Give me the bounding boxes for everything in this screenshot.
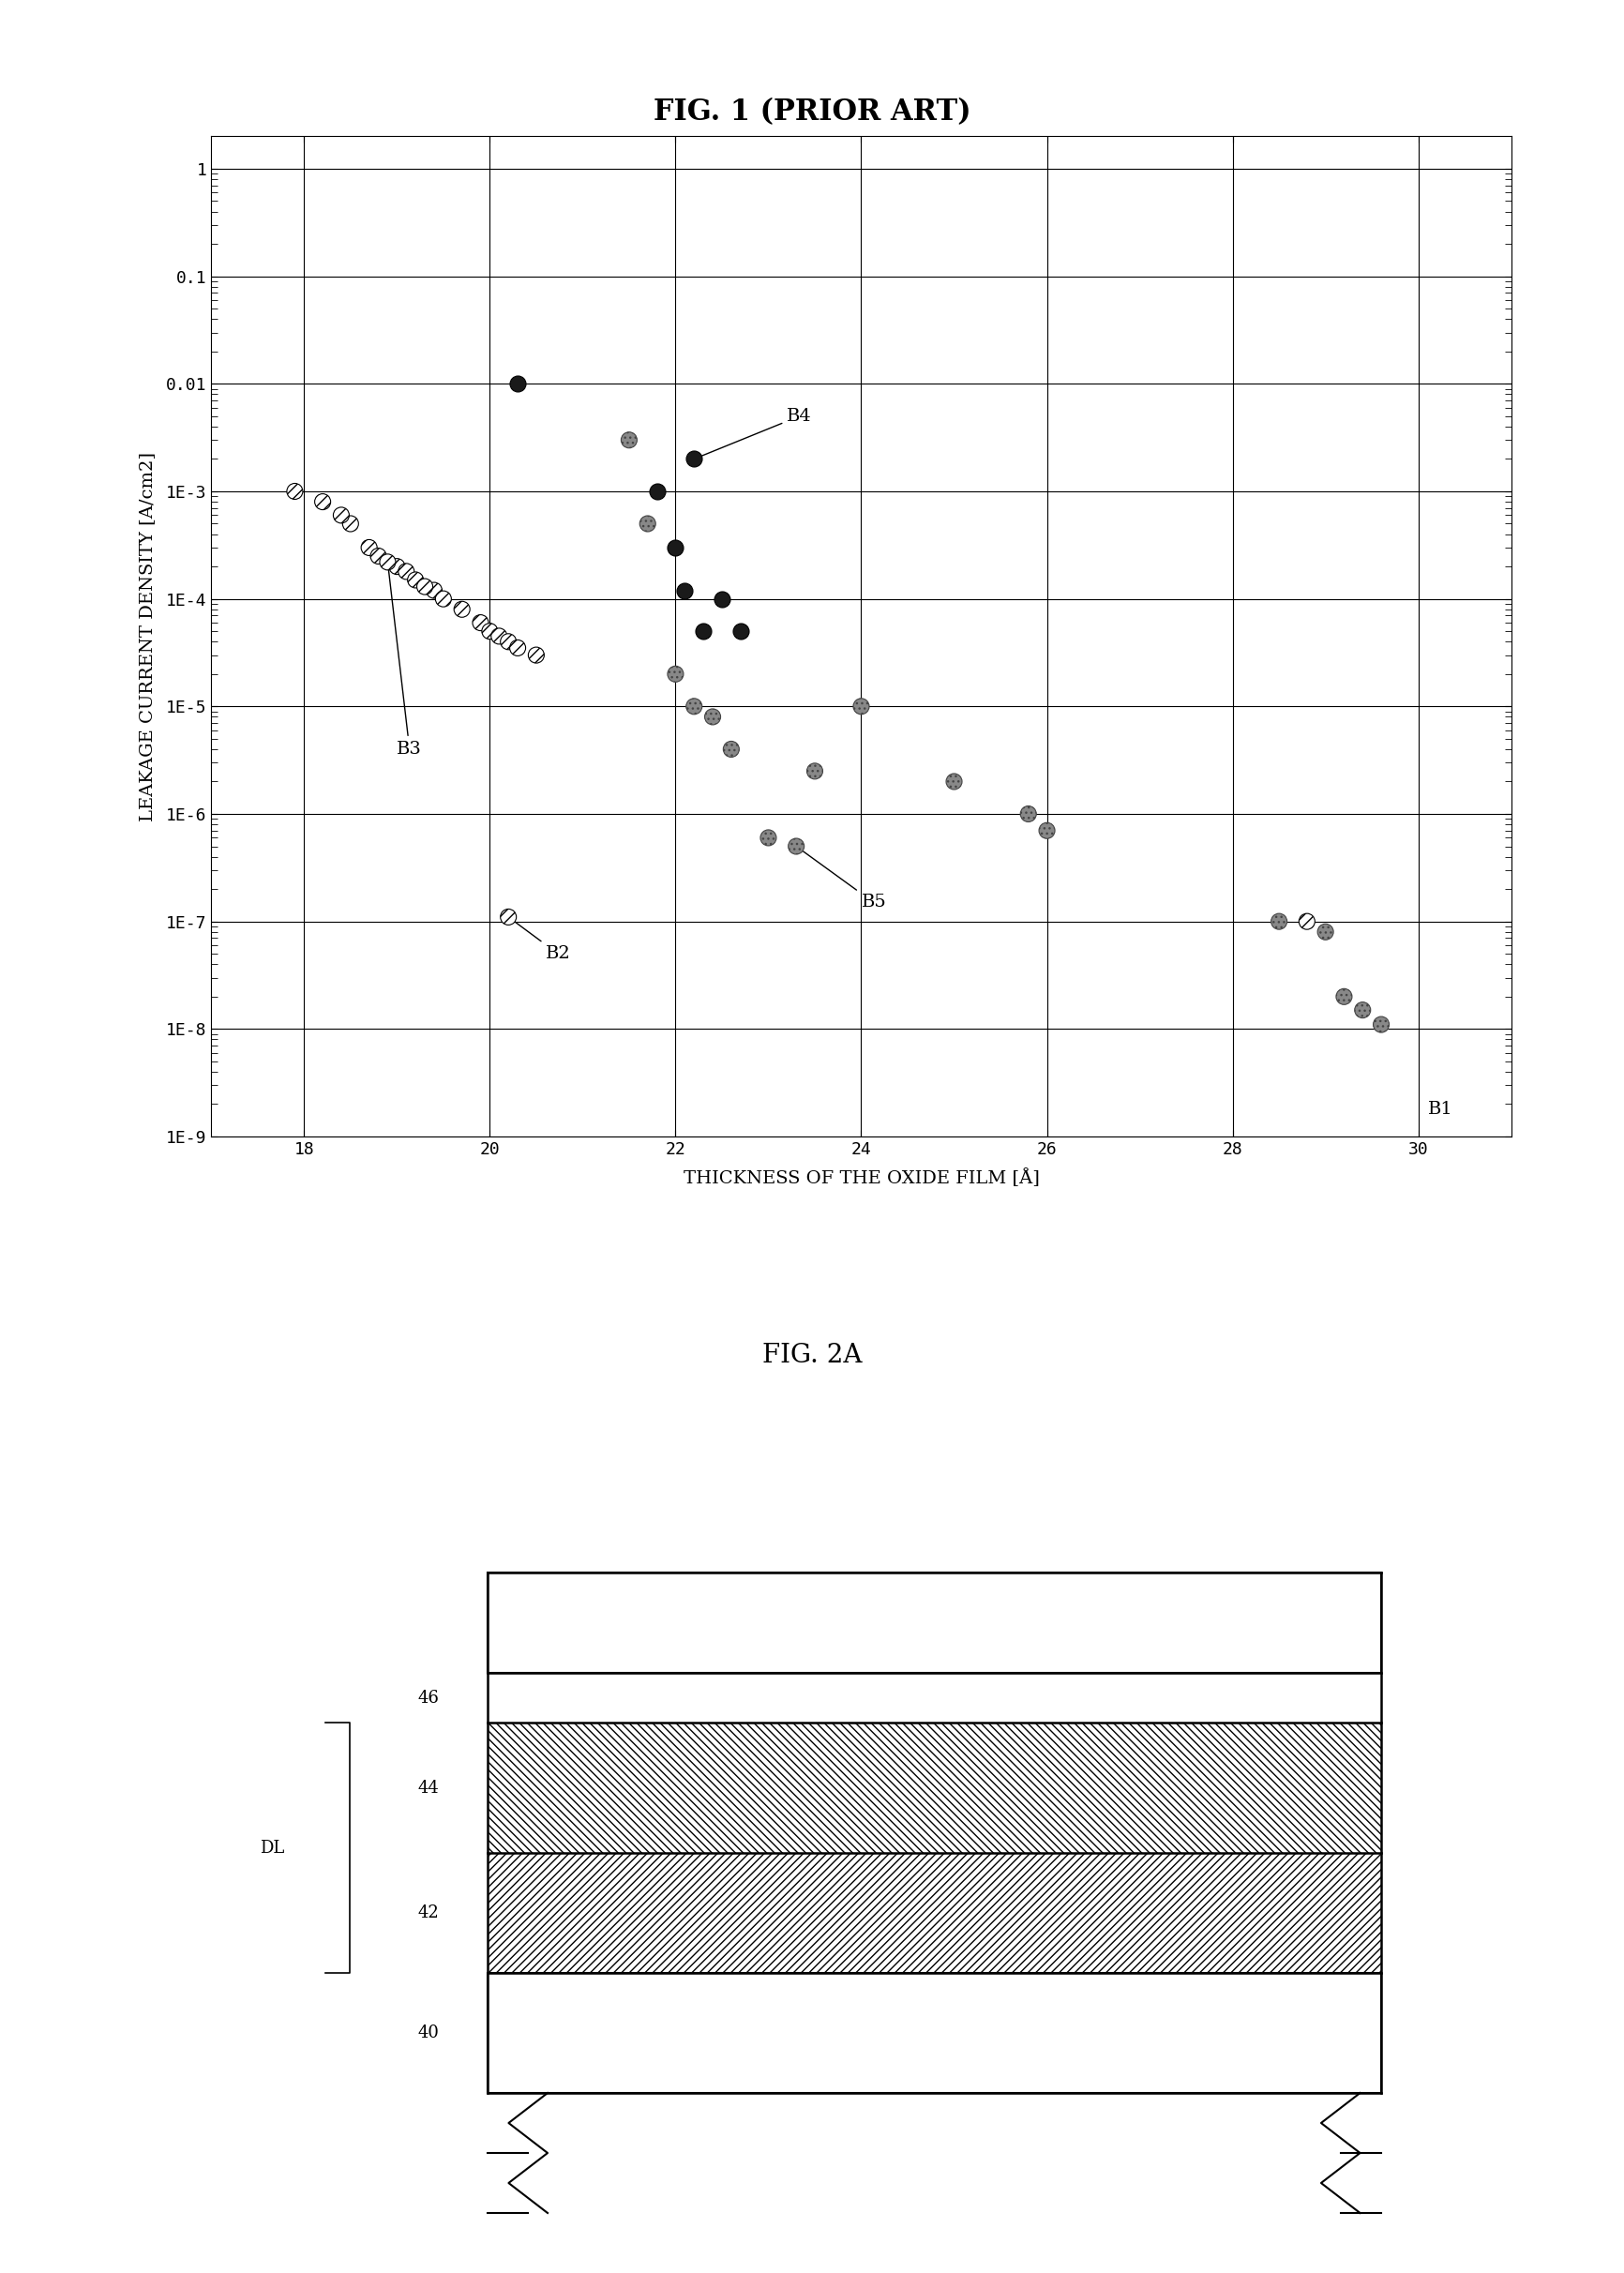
Point [663, 530, 689, 566]
Point [615, 423, 641, 459]
Point [848, 689, 874, 725]
Bar [487, 1973, 1380, 2093]
Point [486, 618, 512, 655]
Point [755, 821, 781, 857]
Point [448, 591, 474, 627]
Point [680, 689, 706, 725]
Point [1312, 914, 1338, 950]
Point [310, 484, 336, 521]
Point [421, 573, 447, 609]
Point [690, 614, 716, 650]
Point [1265, 902, 1291, 939]
Bar [487, 1723, 1380, 1852]
Text: FIG. 1 (PRIOR ART): FIG. 1 (PRIOR ART) [653, 98, 971, 127]
Point [708, 580, 734, 616]
Text: B4: B4 [697, 407, 812, 457]
Point [671, 573, 697, 609]
Point [365, 539, 391, 575]
Bar [487, 1852, 1380, 1973]
Point [643, 473, 669, 509]
Point [328, 498, 354, 534]
Point [403, 561, 429, 598]
Point [680, 441, 706, 477]
Text: 42: 42 [417, 1905, 438, 1921]
Text: B2: B2 [510, 918, 570, 961]
Point [383, 548, 409, 584]
Point [1033, 811, 1059, 848]
Text: 40: 40 [417, 2025, 438, 2041]
Point [1350, 991, 1376, 1027]
Point [393, 552, 419, 589]
Text: DL: DL [260, 1839, 284, 1857]
Point [1015, 796, 1041, 832]
Y-axis label: LEAKAGE CURRENT DENSITY [A/cm2]: LEAKAGE CURRENT DENSITY [A/cm2] [138, 452, 156, 821]
Point [495, 623, 521, 659]
Point [728, 614, 754, 650]
Point [505, 630, 531, 666]
Bar [487, 1673, 1380, 1723]
Point [338, 505, 364, 541]
Text: FIG. 2A: FIG. 2A [762, 1343, 862, 1368]
Point [1293, 902, 1319, 939]
Point [356, 530, 382, 566]
Point [411, 568, 437, 605]
Text: B1: B1 [1427, 1100, 1452, 1118]
Point [430, 580, 456, 616]
Point [523, 636, 549, 673]
Point [783, 827, 809, 864]
Text: B5: B5 [797, 848, 885, 911]
Point [476, 614, 502, 650]
Point [663, 657, 689, 693]
Point [495, 898, 521, 934]
Text: B3: B3 [388, 564, 422, 757]
Point [700, 698, 726, 734]
Point [375, 543, 401, 580]
Text: 44: 44 [417, 1780, 438, 1796]
Point [801, 752, 827, 789]
Point [281, 473, 307, 509]
Point [635, 505, 661, 541]
Point [718, 732, 744, 768]
Point [940, 764, 966, 800]
Point [1330, 977, 1356, 1014]
Point [505, 366, 531, 402]
Text: 46: 46 [417, 1689, 438, 1707]
Point [1367, 1007, 1393, 1043]
Point [468, 605, 494, 641]
X-axis label: THICKNESS OF THE OXIDE FILM [Å]: THICKNESS OF THE OXIDE FILM [Å] [682, 1168, 1039, 1187]
Bar [487, 1573, 1380, 1673]
